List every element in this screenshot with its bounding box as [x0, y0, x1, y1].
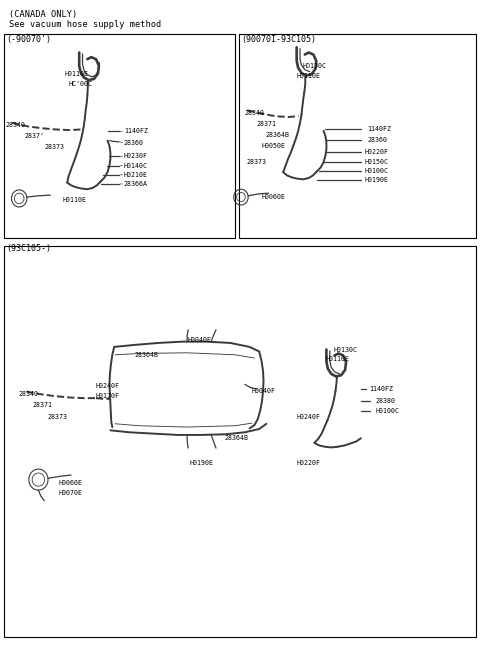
Text: 2837': 2837'	[25, 133, 45, 139]
Text: H0140C: H0140C	[124, 162, 148, 169]
Text: 28364B: 28364B	[265, 131, 289, 138]
Text: 28373: 28373	[246, 159, 266, 166]
Text: H0060E: H0060E	[262, 194, 286, 200]
FancyBboxPatch shape	[239, 34, 476, 238]
Text: H0050E: H0050E	[262, 143, 286, 149]
Text: H0220F: H0220F	[365, 149, 389, 156]
Text: H0100C: H0100C	[375, 408, 399, 415]
Text: H0210E: H0210E	[124, 171, 148, 178]
FancyBboxPatch shape	[4, 246, 476, 637]
Text: H0110E: H0110E	[65, 71, 89, 78]
Text: H0170F: H0170F	[95, 393, 119, 399]
Text: HC'00C: HC'00C	[68, 81, 92, 87]
Text: (-90070'): (-90070')	[6, 35, 51, 44]
Text: 28373: 28373	[44, 144, 64, 150]
Text: H0110E: H0110E	[62, 197, 86, 204]
Text: 28373: 28373	[47, 413, 67, 420]
Text: H0240F: H0240F	[297, 413, 321, 420]
Text: H0110E: H0110E	[325, 356, 349, 363]
Text: H0110E: H0110E	[297, 72, 321, 79]
Text: 1140FZ: 1140FZ	[367, 126, 391, 133]
Text: H0220F: H0220F	[297, 459, 321, 466]
Text: 1140FZ: 1140FZ	[370, 386, 394, 392]
Text: See vacuum hose supply method: See vacuum hose supply method	[9, 20, 161, 29]
Text: 28360: 28360	[124, 139, 144, 146]
Text: 28340: 28340	[6, 122, 26, 128]
Text: (90070I-93C105): (90070I-93C105)	[241, 35, 316, 44]
Text: H0190E: H0190E	[190, 460, 214, 466]
Text: 28380: 28380	[375, 397, 396, 404]
Text: HD130C: HD130C	[302, 62, 326, 69]
Text: H0230F: H0230F	[124, 153, 148, 160]
Text: H0070E: H0070E	[59, 490, 83, 497]
Text: H0100C: H0100C	[365, 168, 389, 174]
Text: 28364B: 28364B	[225, 434, 249, 441]
Text: 28364B: 28364B	[134, 351, 158, 358]
Text: 28366A: 28366A	[124, 181, 148, 187]
Text: (93C105-): (93C105-)	[6, 244, 51, 253]
Text: H0240F: H0240F	[95, 382, 119, 389]
Text: (CANADA ONLY): (CANADA ONLY)	[9, 10, 77, 19]
Text: 28340: 28340	[18, 391, 38, 397]
Text: 1140FZ: 1140FZ	[124, 128, 148, 135]
Text: H0190E: H0190E	[365, 177, 389, 183]
Text: H0130C: H0130C	[334, 346, 358, 353]
Text: H0040F: H0040F	[251, 388, 275, 394]
Text: 28371: 28371	[257, 120, 277, 127]
Text: H0150C: H0150C	[365, 158, 389, 165]
Text: H0040E: H0040E	[187, 337, 211, 344]
Text: H0060E: H0060E	[59, 480, 83, 486]
Text: 28340: 28340	[245, 110, 265, 116]
Text: 28360: 28360	[367, 137, 387, 143]
Text: 28371: 28371	[32, 402, 52, 409]
FancyBboxPatch shape	[4, 34, 235, 238]
